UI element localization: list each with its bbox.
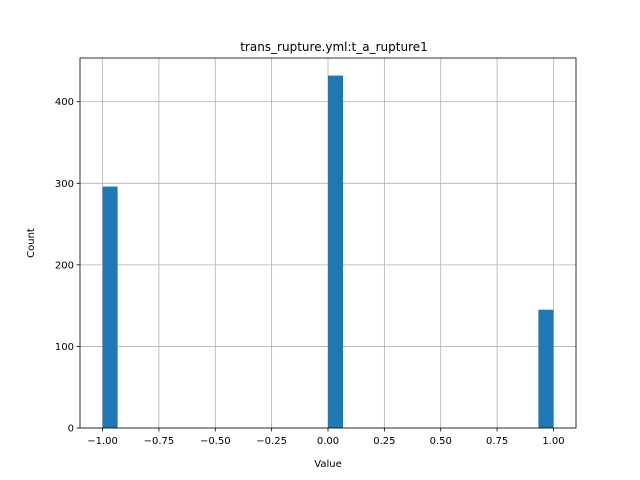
y-axis-label: Count [26, 228, 37, 258]
x-axis-ticks: −1.00 −0.75 −0.50 −0.25 0.00 0.25 0.50 0.75 1.00 [87, 428, 565, 447]
x-tick-label: 1.00 [542, 436, 564, 447]
x-tick-label: −0.50 [200, 436, 231, 447]
histogram-bar [538, 309, 554, 428]
x-tick-label: −1.00 [87, 436, 118, 447]
x-tick-label: −0.75 [144, 436, 175, 447]
x-tick-label: 0.50 [430, 436, 452, 447]
histogram-bars [102, 75, 554, 428]
y-tick-label: 0 [68, 424, 74, 435]
x-tick-label: 0.25 [373, 436, 395, 447]
y-tick-label: 400 [55, 97, 74, 108]
chart-title: trans_rupture.yml:t_a_rupture1 [240, 40, 428, 54]
x-axis-label: Value [314, 459, 341, 470]
x-tick-label: −0.25 [256, 436, 287, 447]
x-tick-label: 0.00 [317, 436, 339, 447]
y-tick-label: 300 [55, 179, 74, 190]
x-tick-label: 0.75 [486, 436, 508, 447]
histogram-bar [102, 186, 118, 428]
y-tick-label: 100 [55, 342, 74, 353]
y-tick-label: 200 [55, 260, 74, 271]
y-axis-ticks: 0 100 200 300 400 [55, 97, 80, 435]
histogram-bar [328, 75, 344, 428]
